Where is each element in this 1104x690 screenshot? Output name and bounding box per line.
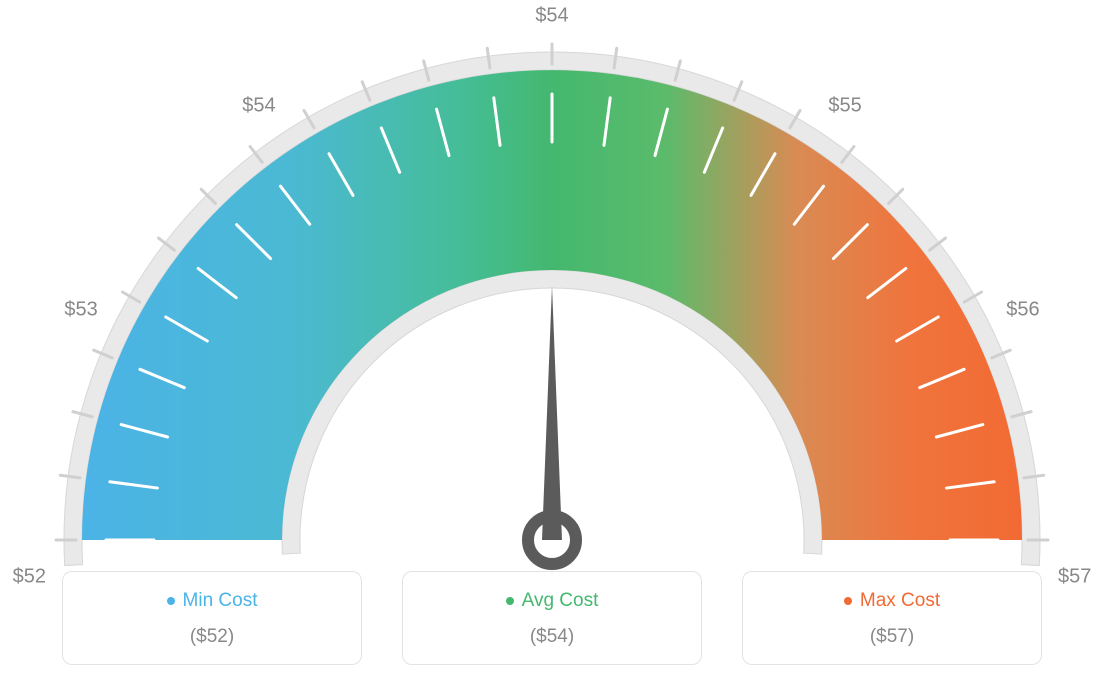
cost-gauge: $52$53$54$54$55$56$57 xyxy=(32,20,1072,580)
legend-title-avg: Avg Cost xyxy=(506,590,599,612)
gauge-scale-label: $53 xyxy=(64,299,97,322)
legend-value-avg: ($54) xyxy=(413,626,691,648)
legend-value-max: ($57) xyxy=(753,626,1031,648)
gauge-svg xyxy=(32,20,1072,580)
legend-dot-avg xyxy=(506,597,514,605)
legend-dot-min xyxy=(167,597,175,605)
gauge-scale-label: $54 xyxy=(535,5,568,28)
legend-value-min: ($52) xyxy=(73,626,351,648)
legend-dot-max xyxy=(844,597,852,605)
legend-card-max: Max Cost ($57) xyxy=(742,571,1042,665)
gauge-scale-label: $56 xyxy=(1006,299,1039,322)
legend-label-min: Min Cost xyxy=(183,590,258,612)
gauge-scale-label: $54 xyxy=(242,94,275,117)
legend-row: Min Cost ($52) Avg Cost ($54) Max Cost ($57) xyxy=(0,571,1104,665)
legend-label-max: Max Cost xyxy=(860,590,940,612)
legend-label-avg: Avg Cost xyxy=(522,590,599,612)
legend-title-max: Max Cost xyxy=(844,590,940,612)
legend-card-min: Min Cost ($52) xyxy=(62,571,362,665)
gauge-scale-label: $55 xyxy=(828,94,861,117)
legend-card-avg: Avg Cost ($54) xyxy=(402,571,702,665)
legend-title-min: Min Cost xyxy=(167,590,258,612)
